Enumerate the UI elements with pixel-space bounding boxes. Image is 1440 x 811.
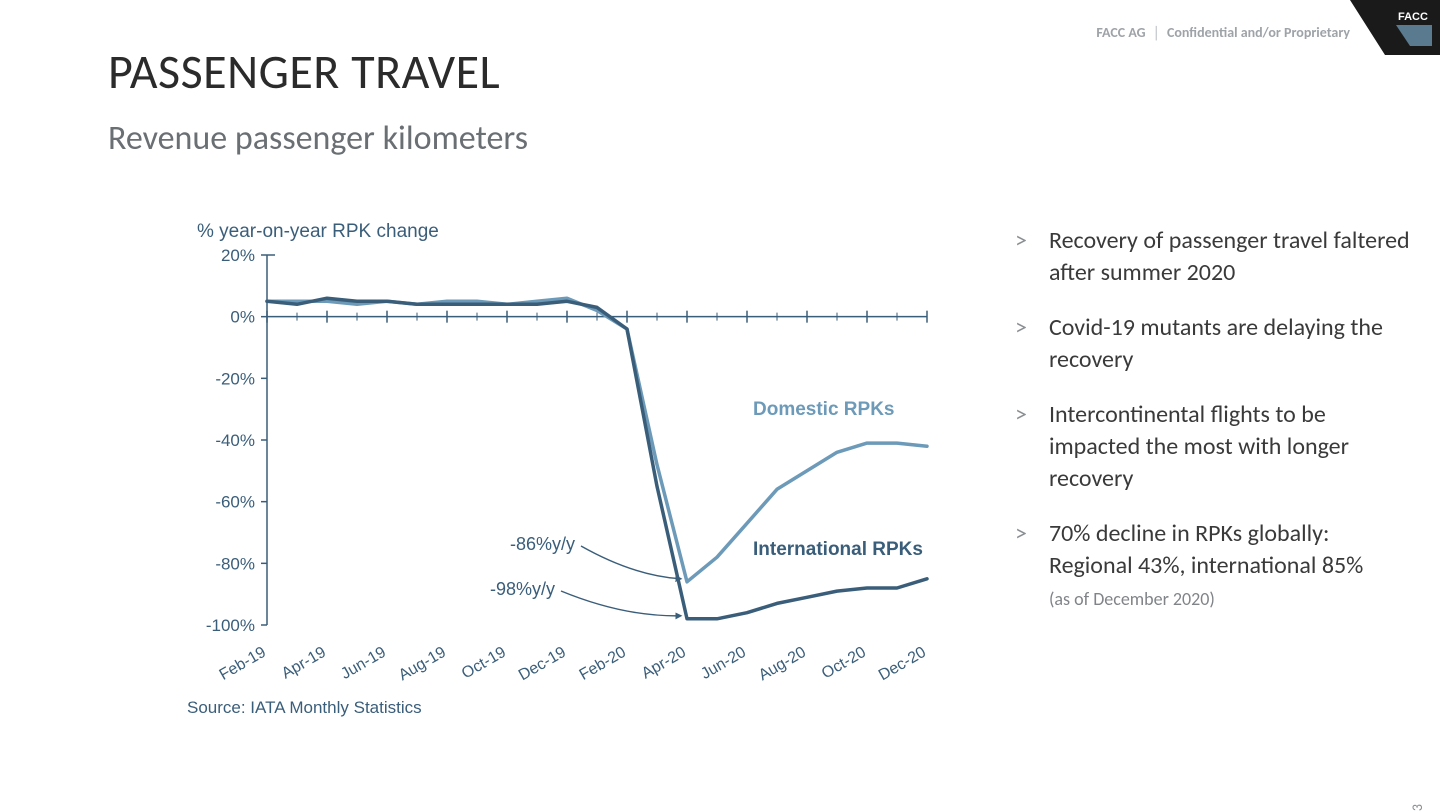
chart-annotation: -98%y/y (490, 579, 555, 599)
x-tick-label: Apr-20 (639, 644, 689, 683)
bullet-list: > Recovery of passenger travel faltered a… (1015, 225, 1415, 633)
bullet-note: (as of December 2020) (1049, 587, 1415, 611)
bullet-marker-icon: > (1015, 518, 1027, 611)
bullet-marker-icon: > (1015, 225, 1027, 290)
header-separator: │ (1153, 24, 1160, 41)
bullet-item: > Covid-19 mutants are delaying the recov… (1015, 312, 1415, 377)
bullet-marker-icon: > (1015, 312, 1027, 377)
header-confidential-text: Confidential and/or Proprietary (1167, 24, 1350, 41)
bullet-text: Covid-19 mutants are delaying the recove… (1049, 312, 1415, 377)
x-tick-label: Oct-19 (459, 644, 509, 683)
bullet-item: > Recovery of passenger travel faltered a… (1015, 225, 1415, 290)
x-tick-label: Feb-20 (577, 644, 629, 684)
x-tick-label: Aug-19 (396, 644, 449, 685)
y-tick-label: -40% (215, 431, 255, 450)
series-label: Domestic RPKs (753, 399, 895, 420)
bullet-marker-icon: > (1015, 399, 1027, 496)
y-tick-label: -20% (215, 369, 255, 388)
bullet-text: Intercontinental flights to be impacted … (1049, 399, 1415, 496)
x-tick-label: Dec-19 (516, 644, 569, 685)
bullet-text: Recovery of passenger travel faltered af… (1049, 225, 1415, 290)
page-title: PASSENGER TRAVEL (108, 42, 500, 101)
y-tick-label: 20% (221, 246, 255, 265)
rpk-chart: % year-on-year RPK change -100% -80% -60% -4… (185, 215, 945, 725)
chart-source: Source: IATA Monthly Statistics (187, 698, 422, 717)
header-company: FACC AG (1096, 24, 1145, 41)
y-tick-label: -100% (206, 616, 255, 635)
chart-title: % year-on-year RPK change (197, 221, 439, 242)
x-tick-label: Feb-19 (217, 644, 269, 684)
annotation-arrow (581, 546, 681, 579)
chart-annotation: -86%y/y (510, 534, 575, 554)
bullet-text: 70% decline in RPKs globally: Regional 4… (1049, 518, 1415, 611)
bullet-item: >70% decline in RPKs globally: Regional … (1015, 518, 1415, 611)
series-label: International RPKs (753, 539, 923, 560)
logo-text: FACC (1398, 11, 1428, 23)
y-tick-label: -80% (215, 554, 255, 573)
header-confidential: FACC AG │ Confidential and/or Proprietar… (1096, 24, 1350, 41)
x-tick-label: Aug-20 (756, 644, 809, 685)
x-tick-label: Dec-20 (876, 644, 929, 685)
x-tick-label: Apr-19 (279, 644, 329, 683)
x-tick-label: Oct-20 (819, 644, 869, 683)
y-tick-label: -60% (215, 493, 255, 512)
x-tick-label: Jun-19 (338, 644, 389, 683)
y-tick-label: 0% (230, 308, 255, 327)
x-tick-label: Jun-20 (698, 644, 749, 683)
logo-corner: FACC (1350, 0, 1440, 55)
bullet-item: >Intercontinental flights to be impacted… (1015, 399, 1415, 496)
annotation-arrow (561, 591, 681, 616)
page-subtitle: Revenue passenger kilometers (108, 118, 528, 159)
